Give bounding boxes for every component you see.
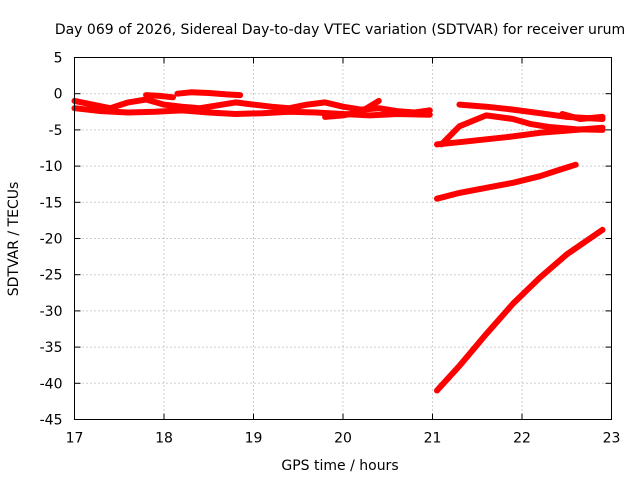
x-tick-label: 19 (245, 431, 263, 447)
label-layer: 17 18 19 20 21 22 23 5 0 -5 -10 -15 -20 -25 -30 -35 -40 -… (40, 51, 621, 447)
sdtvar-series-line-5 (322, 97, 382, 120)
y-tick-label: -35 (40, 340, 63, 356)
x-axis-title: GPS time / hours (281, 458, 398, 474)
sdtvar-series-line-11 (434, 226, 606, 394)
y-tick-label: -20 (40, 232, 63, 248)
x-tick-label: 22 (513, 431, 531, 447)
y-tick-label: 0 (54, 87, 63, 103)
y-tick-label: 5 (54, 51, 63, 67)
x-tick-label: 18 (155, 431, 173, 447)
y-tick-label: -40 (40, 376, 63, 392)
sdtvar-series-line-10 (434, 161, 579, 202)
x-tick-label: 21 (424, 431, 442, 447)
y-tick-label: -5 (49, 123, 63, 139)
y-tick-label: -30 (40, 304, 63, 320)
y-tick-label: -45 (40, 413, 63, 429)
x-tick-label: 17 (66, 431, 84, 447)
y-tick-label: -10 (40, 159, 63, 175)
sdtvar-series-line-2 (71, 105, 433, 119)
chart-title: Day 069 of 2026, Sidereal Day-to-day VTE… (55, 22, 625, 38)
x-tick-label: 23 (603, 431, 621, 447)
tick-layer (74, 57, 612, 420)
sdtvar-series-line-9 (559, 111, 606, 122)
sdtvar-series-line-4 (143, 92, 176, 101)
series-layer (71, 89, 606, 394)
sdtvar-series-line-1 (71, 96, 433, 116)
sdtvar-series-line-7 (438, 112, 606, 148)
y-tick-label: -25 (40, 268, 63, 284)
y-tick-label: -15 (40, 195, 63, 211)
x-tick-label: 20 (334, 431, 352, 447)
y-axis-title: SDTVAR / TECUs (6, 182, 22, 297)
sdtvar-series-line-3 (174, 89, 244, 99)
